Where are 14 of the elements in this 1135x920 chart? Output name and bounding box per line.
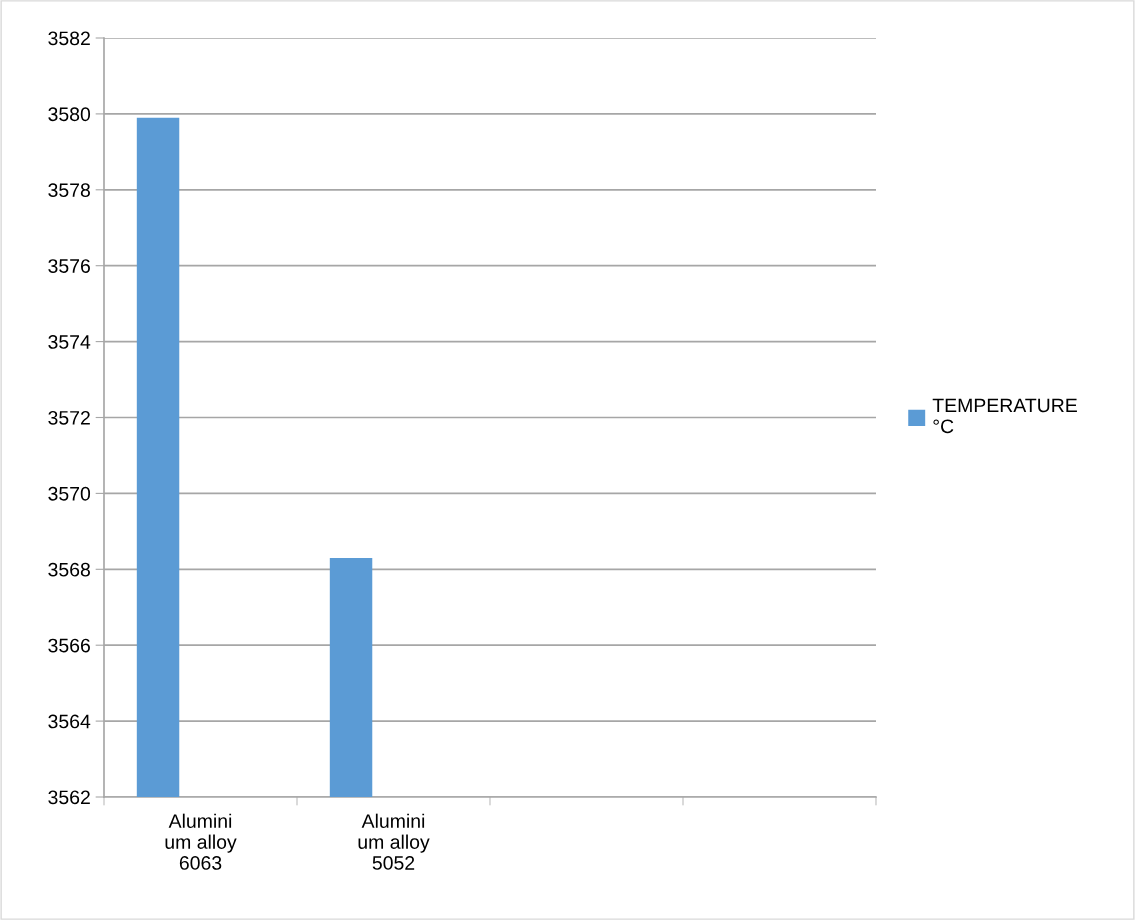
y-tick-label: 3572 [48,410,90,425]
y-tick-label: 3576 [48,259,90,273]
x-tick-label: Alumini um alloy 6063 [165,813,237,870]
y-tick-label: 3562 [48,790,90,805]
y-tick-label: 3580 [48,107,91,122]
y-tick-label: 3570 [48,486,91,501]
y-tick-label: 3566 [48,638,90,653]
y-tick-label: 3574 [48,335,91,349]
y-tick-label: 3578 [48,183,90,198]
y-tick-label: 3582 [48,31,90,46]
x-tick-label: Alumini um alloy 5052 [358,813,430,870]
y-tick-label: 3568 [48,562,90,577]
y-tick-label: 3564 [48,714,91,729]
legend-label: TEMPERATURE °C [932,398,1077,434]
